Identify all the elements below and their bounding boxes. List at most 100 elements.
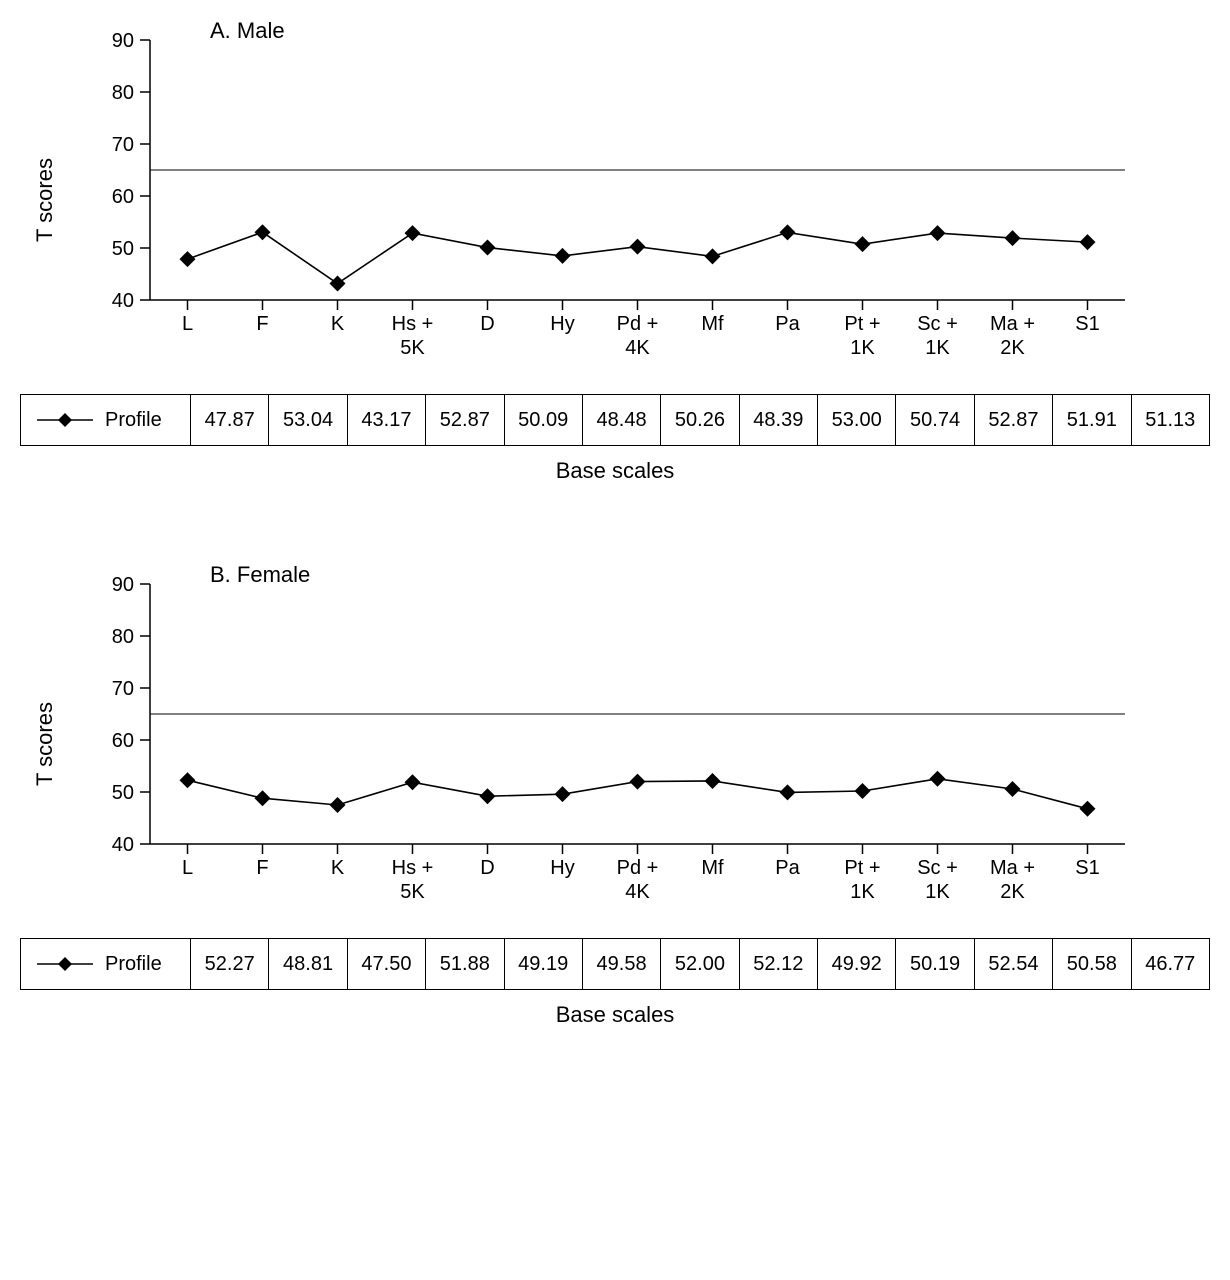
chart-area: T scoresA. Male405060708090LFKHs +5KDHyP… [20,20,1210,380]
svg-text:Pt +: Pt + [844,313,880,335]
svg-text:S1: S1 [1075,313,1099,335]
svg-text:50: 50 [112,238,134,260]
svg-text:S1: S1 [1075,857,1099,879]
svg-text:L: L [182,857,193,879]
table-cell: 47.50 [347,939,425,990]
data-marker [1005,230,1021,246]
svg-text:Hy: Hy [550,857,574,879]
panel-title: B. Female [210,564,310,587]
svg-text:Pd +: Pd + [617,857,659,879]
table-cell: 52.27 [191,939,269,990]
svg-text:Ma +: Ma + [990,857,1035,879]
svg-text:60: 60 [112,730,134,752]
svg-text:1K: 1K [850,881,875,903]
svg-text:Pa: Pa [775,857,800,879]
svg-text:Hy: Hy [550,313,574,335]
svg-text:60: 60 [112,186,134,208]
data-marker [705,773,721,789]
svg-text:1K: 1K [850,337,875,359]
table-cell: 50.26 [661,395,739,446]
svg-text:1K: 1K [925,337,950,359]
data-marker [480,788,496,804]
svg-text:L: L [182,313,193,335]
svg-text:Hs +: Hs + [392,313,434,335]
table-cell: 52.00 [661,939,739,990]
svg-text:50: 50 [112,782,134,804]
svg-text:4K: 4K [625,337,650,359]
svg-text:40: 40 [112,834,134,856]
y-axis-label: T scores [32,158,58,242]
table-cell: 50.74 [896,395,974,446]
table-cell: 49.19 [504,939,582,990]
legend-label: Profile [105,409,162,431]
table-cell: 52.87 [426,395,504,446]
x-axis-label: Base scales [20,458,1210,484]
svg-text:2K: 2K [1000,337,1025,359]
data-marker [330,797,346,813]
data-marker [405,774,421,790]
table-cell: 52.54 [974,939,1052,990]
table-cell: 49.58 [582,939,660,990]
svg-text:90: 90 [112,574,134,596]
svg-text:4K: 4K [625,881,650,903]
data-marker [780,784,796,800]
svg-text:80: 80 [112,626,134,648]
svg-text:Sc +: Sc + [917,313,958,335]
data-marker [1080,234,1096,250]
svg-text:40: 40 [112,290,134,312]
table-cell: 50.09 [504,395,582,446]
data-marker [555,248,571,264]
data-marker [630,774,646,790]
table-cell: 51.88 [426,939,504,990]
data-marker [480,240,496,256]
table-cell: 46.77 [1131,939,1210,990]
svg-text:5K: 5K [400,881,425,903]
data-marker [405,225,421,241]
svg-text:Pa: Pa [775,313,800,335]
svg-text:2K: 2K [1000,881,1025,903]
chart-female: B. Female405060708090LFKHs +5KDHyPd +4KM… [20,564,1140,924]
svg-text:Sc +: Sc + [917,857,958,879]
panel-female: T scoresB. Female405060708090LFKHs +5KDH… [20,564,1210,1028]
svg-text:5K: 5K [400,337,425,359]
table-cell: 48.39 [739,395,817,446]
data-marker [930,225,946,241]
panel-title: A. Male [210,20,285,43]
data-marker [855,783,871,799]
svg-text:K: K [331,857,345,879]
svg-text:Mf: Mf [701,313,724,335]
legend-marker-icon [35,954,95,974]
legend-cell: Profile [21,395,191,446]
legend-marker-icon [35,410,95,430]
data-marker [1005,781,1021,797]
svg-text:F: F [256,857,268,879]
svg-text:K: K [331,313,345,335]
data-marker [255,790,271,806]
svg-text:Mf: Mf [701,857,724,879]
svg-text:Pt +: Pt + [844,857,880,879]
data-marker [630,239,646,255]
svg-text:D: D [480,857,494,879]
data-marker [705,248,721,264]
svg-text:1K: 1K [925,881,950,903]
data-table-male: Profile47.8753.0443.1752.8750.0948.4850.… [20,394,1210,446]
data-marker [180,251,196,267]
data-table-female: Profile52.2748.8147.5051.8849.1949.5852.… [20,938,1210,990]
chart-area: T scoresB. Female405060708090LFKHs +5KDH… [20,564,1210,924]
svg-text:80: 80 [112,82,134,104]
legend-cell: Profile [21,939,191,990]
svg-text:90: 90 [112,30,134,52]
table-cell: 47.87 [191,395,269,446]
table-cell: 50.19 [896,939,974,990]
svg-text:D: D [480,313,494,335]
svg-text:70: 70 [112,134,134,156]
x-axis-label: Base scales [20,1002,1210,1028]
panel-male: T scoresA. Male405060708090LFKHs +5KDHyP… [20,20,1210,484]
table-cell: 49.92 [818,939,896,990]
svg-text:Ma +: Ma + [990,313,1035,335]
data-marker [255,224,271,240]
data-marker [555,786,571,802]
table-cell: 48.48 [582,395,660,446]
table-cell: 43.17 [347,395,425,446]
table-cell: 48.81 [269,939,347,990]
